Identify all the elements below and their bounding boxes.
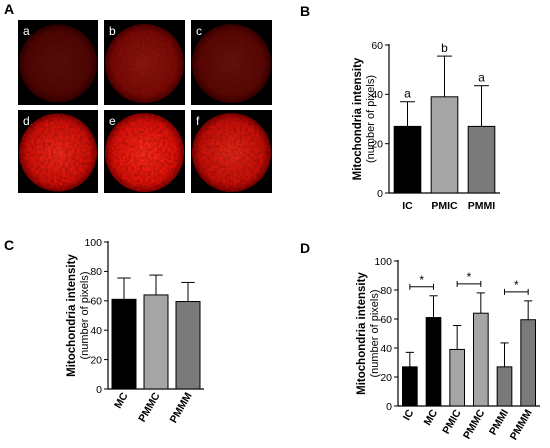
bar-mc bbox=[111, 298, 137, 390]
micrograph-grid: a b c d e f bbox=[18, 20, 272, 193]
y-tick-label: 20 bbox=[371, 138, 383, 150]
y-tick-label: 0 bbox=[386, 401, 392, 413]
y-axis-title: Mitochondria intensity bbox=[66, 254, 78, 377]
micrograph-label: a bbox=[23, 24, 30, 38]
y-axis-subtitle: (number of pixels) bbox=[79, 271, 91, 359]
bar-pmic bbox=[430, 96, 459, 194]
y-tick-label: 80 bbox=[380, 285, 392, 297]
x-category-label: PMMC bbox=[136, 390, 163, 424]
y-axis-subtitle: (number of pixels) bbox=[365, 75, 377, 163]
significance-letter: a bbox=[404, 87, 411, 101]
micrograph-label: e bbox=[109, 114, 116, 128]
micrograph-label: b bbox=[109, 24, 116, 38]
oocyte-texture bbox=[105, 113, 184, 192]
oocyte-texture bbox=[19, 114, 97, 192]
significance-star: * bbox=[419, 273, 424, 287]
x-category-label: MC bbox=[112, 390, 131, 411]
chart-panel-c: 0 20 40 60 80 100 Mitochondria intensity (numbe… bbox=[66, 237, 204, 425]
oocyte-texture bbox=[192, 24, 271, 103]
panel-label-a: A bbox=[4, 1, 14, 17]
chart-panel-b: 0 20 40 60 Mitochondria intensity (number of … bbox=[352, 40, 500, 212]
y-axis-title: Mitochondria intensity bbox=[356, 272, 368, 395]
x-category-label: MC bbox=[422, 407, 441, 428]
y-tick-label: 60 bbox=[371, 40, 383, 52]
micrograph-label: f bbox=[196, 114, 200, 128]
y-tick-label: 60 bbox=[90, 296, 102, 308]
bar-pmmc bbox=[143, 294, 169, 390]
y-tick-label: 0 bbox=[96, 384, 102, 396]
x-category-label: PMMI bbox=[468, 200, 495, 212]
panel-label-c: C bbox=[4, 237, 14, 253]
micrograph-e: e bbox=[104, 110, 185, 193]
significance-letter: a bbox=[478, 71, 485, 85]
y-tick-label: 40 bbox=[371, 89, 383, 101]
bar-ic bbox=[401, 366, 418, 407]
y-tick-label: 60 bbox=[380, 314, 392, 326]
oocyte-texture bbox=[192, 113, 271, 192]
y-tick-label: 40 bbox=[90, 325, 102, 337]
micrograph-b: b bbox=[104, 20, 185, 105]
bar-pmmm bbox=[520, 319, 537, 407]
chart-panel-d: 0 20 40 60 80 100 Mitochondria intensity (numbe… bbox=[356, 256, 540, 442]
x-category-label: PMIC bbox=[431, 200, 458, 212]
y-tick-label: 20 bbox=[90, 354, 102, 366]
bar-pmmm bbox=[175, 301, 201, 390]
significance-star: * bbox=[467, 270, 472, 284]
micrograph-label: c bbox=[196, 24, 202, 38]
bar-pmmi bbox=[496, 366, 513, 407]
x-category-label: PMMM bbox=[168, 390, 195, 425]
significance-star: * bbox=[514, 278, 519, 292]
bar-ic bbox=[393, 125, 422, 194]
x-category-label: PMMC bbox=[461, 407, 488, 441]
micrograph-c: c bbox=[191, 20, 272, 105]
y-tick-label: 100 bbox=[84, 237, 102, 249]
panel-label-b: B bbox=[300, 3, 310, 19]
micrograph-f: f bbox=[191, 110, 272, 193]
x-category-label: PMIC bbox=[440, 407, 464, 436]
oocyte-texture bbox=[105, 24, 184, 103]
y-axis-title: Mitochondria intensity bbox=[352, 57, 364, 180]
x-category-label: IC bbox=[402, 200, 413, 212]
x-category-label: IC bbox=[401, 407, 417, 422]
panel-label-d: D bbox=[300, 240, 310, 256]
x-category-label: PMMM bbox=[508, 407, 535, 442]
bar-pmic bbox=[449, 348, 466, 407]
y-tick-label: 100 bbox=[374, 256, 392, 268]
micrograph-a: a bbox=[18, 20, 98, 105]
y-axis-subtitle: (number of pixels) bbox=[369, 289, 381, 377]
y-tick-label: 80 bbox=[90, 266, 102, 278]
y-tick-label: 40 bbox=[380, 343, 392, 355]
micrograph-label: d bbox=[23, 114, 30, 128]
oocyte-texture bbox=[19, 25, 97, 103]
y-tick-label: 20 bbox=[380, 372, 392, 384]
significance-letter: b bbox=[441, 41, 448, 55]
x-category-label: PMMI bbox=[487, 407, 511, 437]
bar-pmmc bbox=[472, 312, 489, 407]
y-tick-label: 0 bbox=[377, 188, 383, 200]
bar-mc bbox=[425, 317, 442, 407]
micrograph-d: d bbox=[18, 110, 98, 193]
bar-pmmi bbox=[467, 125, 496, 194]
